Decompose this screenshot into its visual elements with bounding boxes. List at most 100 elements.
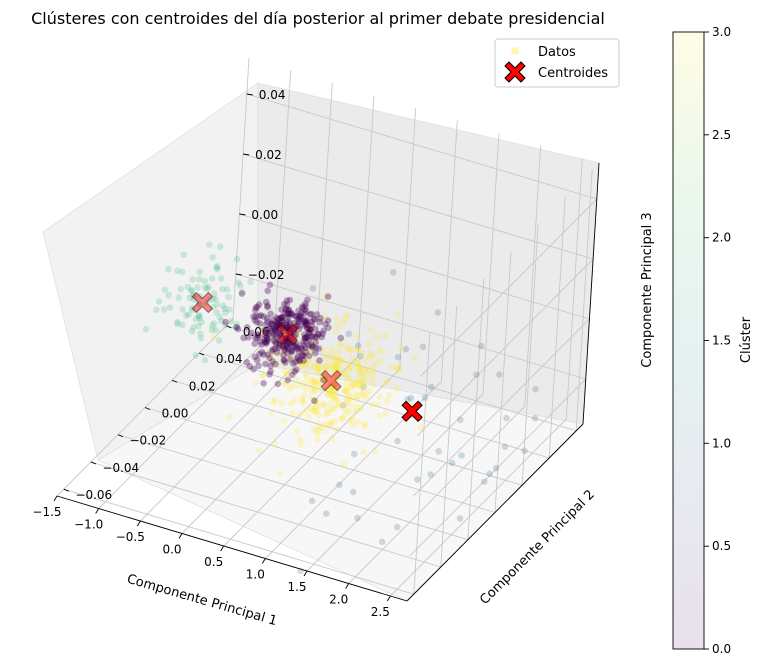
data-point	[217, 275, 225, 282]
data-point	[246, 363, 254, 370]
data-point	[309, 338, 317, 346]
data-point	[287, 325, 295, 332]
data-point	[356, 363, 363, 370]
data-point	[354, 358, 361, 365]
data-point	[345, 346, 353, 353]
data-point	[311, 388, 319, 395]
data-point	[323, 363, 331, 370]
data-point	[295, 322, 302, 330]
data-point	[310, 316, 318, 323]
data-point	[365, 353, 372, 360]
data-point	[332, 367, 340, 375]
data-point	[189, 276, 196, 283]
data-point	[308, 310, 315, 318]
y-tick-label: −0.04	[102, 461, 139, 475]
data-point	[339, 415, 346, 422]
data-point	[221, 305, 228, 313]
gridline-y-floor	[199, 352, 550, 459]
data-point	[251, 353, 259, 361]
gridline-y-floor	[171, 379, 523, 486]
data-point	[284, 325, 291, 333]
data-point	[347, 384, 355, 392]
data-point	[300, 341, 307, 349]
data-point	[279, 313, 286, 321]
data-point	[315, 364, 323, 371]
data-point	[531, 415, 539, 422]
data-point	[435, 448, 443, 455]
data-point	[188, 287, 195, 295]
x-tick	[136, 520, 141, 527]
data-point	[306, 379, 313, 386]
data-point	[329, 386, 336, 394]
data-point	[218, 317, 225, 325]
data-point	[174, 267, 181, 275]
data-point	[270, 337, 278, 344]
data-point	[271, 325, 279, 333]
data-point	[343, 386, 350, 393]
data-point	[281, 345, 289, 353]
data-point	[308, 333, 316, 341]
data-point	[253, 318, 261, 326]
data-point	[301, 317, 308, 324]
data-point	[263, 336, 271, 344]
data-point	[198, 318, 205, 326]
data-point	[300, 399, 308, 407]
data-point	[294, 353, 301, 361]
x-tick	[178, 533, 183, 539]
y-tick-label: 0.00	[162, 407, 189, 421]
legend-centroides-label: Centroides	[538, 66, 608, 81]
data-point	[311, 315, 318, 323]
data-point	[302, 408, 310, 416]
data-point	[316, 372, 324, 380]
z-tick-label: 0.02	[255, 148, 282, 162]
data-point	[266, 371, 273, 378]
data-point	[185, 311, 192, 318]
data-point	[175, 294, 182, 301]
gridline-y-left	[467, 278, 485, 540]
data-point	[275, 315, 282, 323]
data-point	[389, 269, 397, 276]
data-point	[202, 299, 210, 307]
data-point	[322, 355, 330, 362]
data-point	[346, 364, 353, 372]
data-point	[315, 330, 323, 338]
data-point	[232, 324, 240, 331]
data-point	[283, 335, 290, 342]
data-point	[287, 355, 294, 363]
data-point	[411, 355, 419, 362]
data-point	[370, 381, 377, 389]
data-point	[311, 333, 319, 341]
data-point	[307, 345, 314, 353]
data-point	[284, 310, 291, 318]
data-point	[267, 352, 275, 360]
data-point	[222, 309, 229, 316]
data-point	[336, 481, 343, 489]
data-point	[394, 353, 402, 361]
x-tick	[95, 508, 100, 514]
data-point	[177, 285, 184, 293]
data-point	[285, 339, 292, 347]
data-point	[307, 364, 315, 371]
data-point	[205, 241, 213, 248]
data-point	[195, 322, 202, 330]
data-point	[285, 313, 292, 321]
data-point	[273, 324, 281, 331]
data-point	[326, 383, 334, 391]
data-point	[275, 344, 282, 352]
data-point	[336, 361, 344, 369]
data-point	[297, 309, 305, 317]
data-point	[283, 301, 291, 309]
data-point	[365, 388, 373, 395]
data-point	[327, 400, 334, 408]
data-point	[286, 329, 294, 336]
data-point	[307, 387, 315, 394]
y-tick-label: 0.02	[189, 379, 216, 393]
data-point	[326, 386, 334, 394]
data-point	[327, 349, 334, 357]
data-point	[394, 365, 402, 373]
data-point	[258, 372, 266, 380]
colorbar-tick-label: 1.0	[712, 436, 731, 450]
data-point	[317, 424, 325, 431]
data-point	[298, 313, 305, 321]
data-point	[346, 408, 353, 415]
